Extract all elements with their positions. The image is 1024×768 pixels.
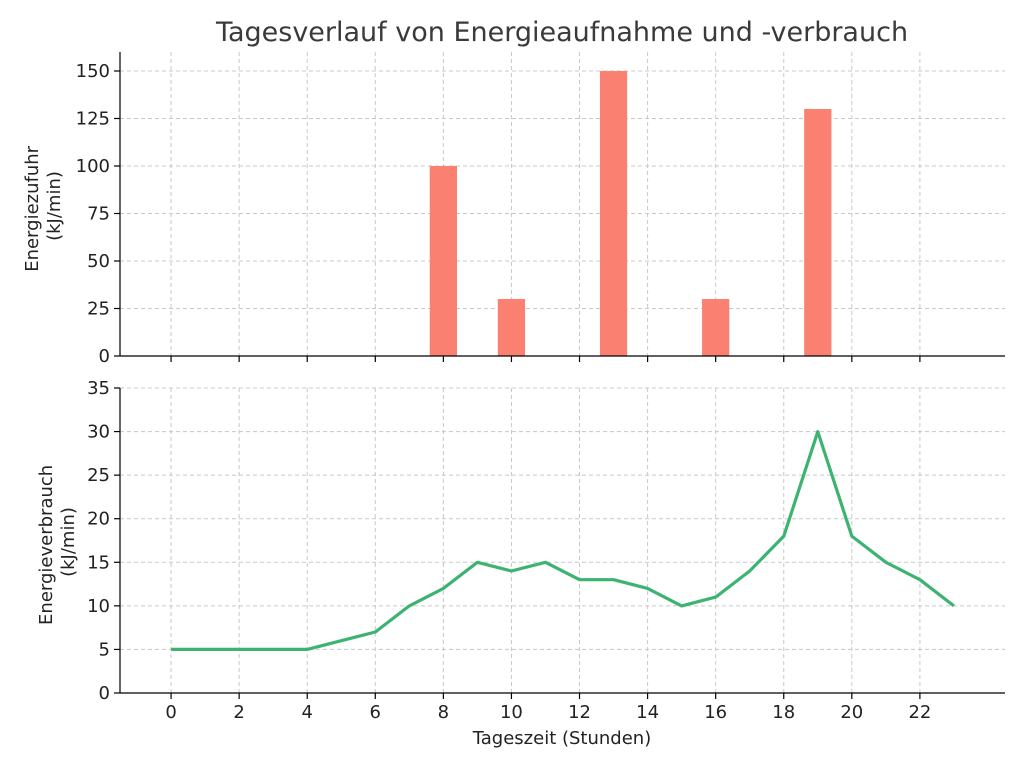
consumption-y-tick-label: 20 <box>87 509 110 530</box>
consumption-y-tick-label: 25 <box>87 465 110 486</box>
consumption-grid <box>120 387 1005 694</box>
intake-grid <box>120 52 1005 357</box>
consumption-y-ticks: 0 5 10 15 20 25 30 35 <box>87 378 120 704</box>
intake-bar <box>497 299 526 356</box>
consumption-y-axis-label-line-2: (kJ/min) <box>58 507 79 577</box>
intake-y-tick-label: 25 <box>87 299 110 320</box>
intake-y-tick-label: 100 <box>76 156 110 177</box>
x-tick-label: 0 <box>165 702 176 723</box>
intake-y-tick-label: 125 <box>76 109 110 130</box>
x-tick-label: 12 <box>568 702 591 723</box>
intake-y-tick-label: 150 <box>76 61 110 82</box>
x-tick-label: 16 <box>704 702 727 723</box>
intake-bar <box>804 109 832 356</box>
consumption-y-tick-label: 30 <box>87 422 110 443</box>
consumption-y-tick-label: 15 <box>87 552 110 573</box>
consumption-line <box>170 430 955 652</box>
x-tick-label: 18 <box>772 702 795 723</box>
consumption-axes <box>119 388 1005 699</box>
intake-y-tick-label: 50 <box>87 251 110 272</box>
intake-y-axis-label: Energiezufuhr (kJ/min) <box>22 140 65 272</box>
intake-bar <box>599 71 628 356</box>
intake-bar-panel: 0 25 50 75 100 125 150 Energiezufuhr (kJ/min) <box>22 52 1005 367</box>
consumption-line-panel: 0 5 10 15 20 25 30 35 0 2 4 6 8 10 12 14 16 18 20 22 Energ… <box>36 378 1005 749</box>
consumption-series-line <box>171 430 955 652</box>
intake-y-tick-label: 75 <box>87 204 110 225</box>
consumption-y-tick-label: 5 <box>99 639 110 660</box>
x-tick-label: 8 <box>438 702 449 723</box>
intake-y-tick-label: 0 <box>99 346 110 367</box>
intake-y-axis-label-line-2: (kJ/min) <box>44 171 65 241</box>
x-tick-label: 10 <box>500 702 523 723</box>
intake-bar <box>702 299 730 356</box>
chart-title: Tagesverlauf von Energieaufnahme und -ve… <box>215 17 908 48</box>
x-tick-label: 14 <box>636 702 659 723</box>
consumption-y-tick-label: 35 <box>87 378 110 399</box>
intake-y-ticks: 0 25 50 75 100 125 150 <box>76 61 120 367</box>
x-tick-label: 4 <box>301 702 312 723</box>
consumption-y-tick-label: 10 <box>87 596 110 617</box>
consumption-y-axis-label-line-1: Energieverbrauch <box>36 465 57 625</box>
consumption-y-tick-label: 0 <box>99 683 110 704</box>
x-tick-label: 2 <box>233 702 244 723</box>
intake-axes <box>119 52 1005 362</box>
intake-y-axis-label-line-1: Energiezufuhr <box>22 145 43 271</box>
intake-bar <box>429 166 457 356</box>
x-tick-label: 6 <box>370 702 381 723</box>
x-tick-label: 22 <box>908 702 931 723</box>
consumption-x-ticks: 0 2 4 6 8 10 12 14 16 18 20 22 <box>165 702 931 723</box>
x-tick-label: 20 <box>840 702 863 723</box>
x-axis-label: Tageszeit (Stunden) <box>472 728 651 749</box>
consumption-y-axis-label: Energieverbrauch (kJ/min) <box>36 459 79 625</box>
intake-bars <box>429 71 832 356</box>
